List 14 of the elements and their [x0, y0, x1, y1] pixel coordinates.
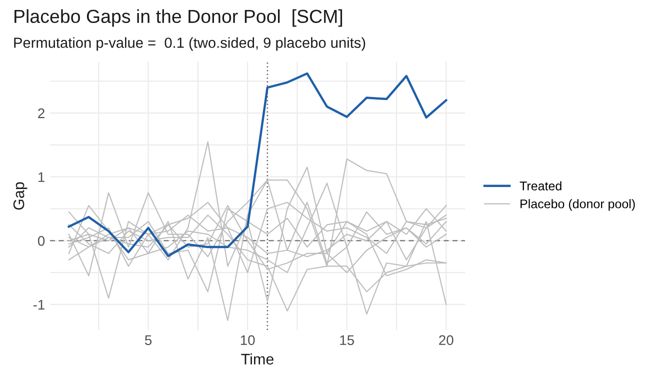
chart-title: Placebo Gaps in the Donor Pool [SCM]: [14, 9, 342, 27]
chart-subtitle: Permutation p-value = 0.1 (two.sided, 9 placebo units): [14, 37, 366, 51]
legend-label: Placebo (donor pool): [520, 199, 635, 211]
y-tick-label: 1: [38, 172, 44, 182]
x-tick-label: 15: [340, 335, 354, 346]
x-axis-title: Time: [241, 353, 274, 365]
y-tick-label: 2: [38, 108, 44, 118]
y-axis-title: Gap: [13, 182, 28, 210]
y-tick-label: -1: [33, 300, 44, 310]
x-tick-label: 20: [439, 335, 454, 346]
legend-label: Treated: [520, 181, 562, 190]
x-tick-label: 10: [240, 335, 255, 346]
y-tick-label: 0: [38, 236, 45, 246]
x-tick-label: 5: [144, 335, 152, 346]
